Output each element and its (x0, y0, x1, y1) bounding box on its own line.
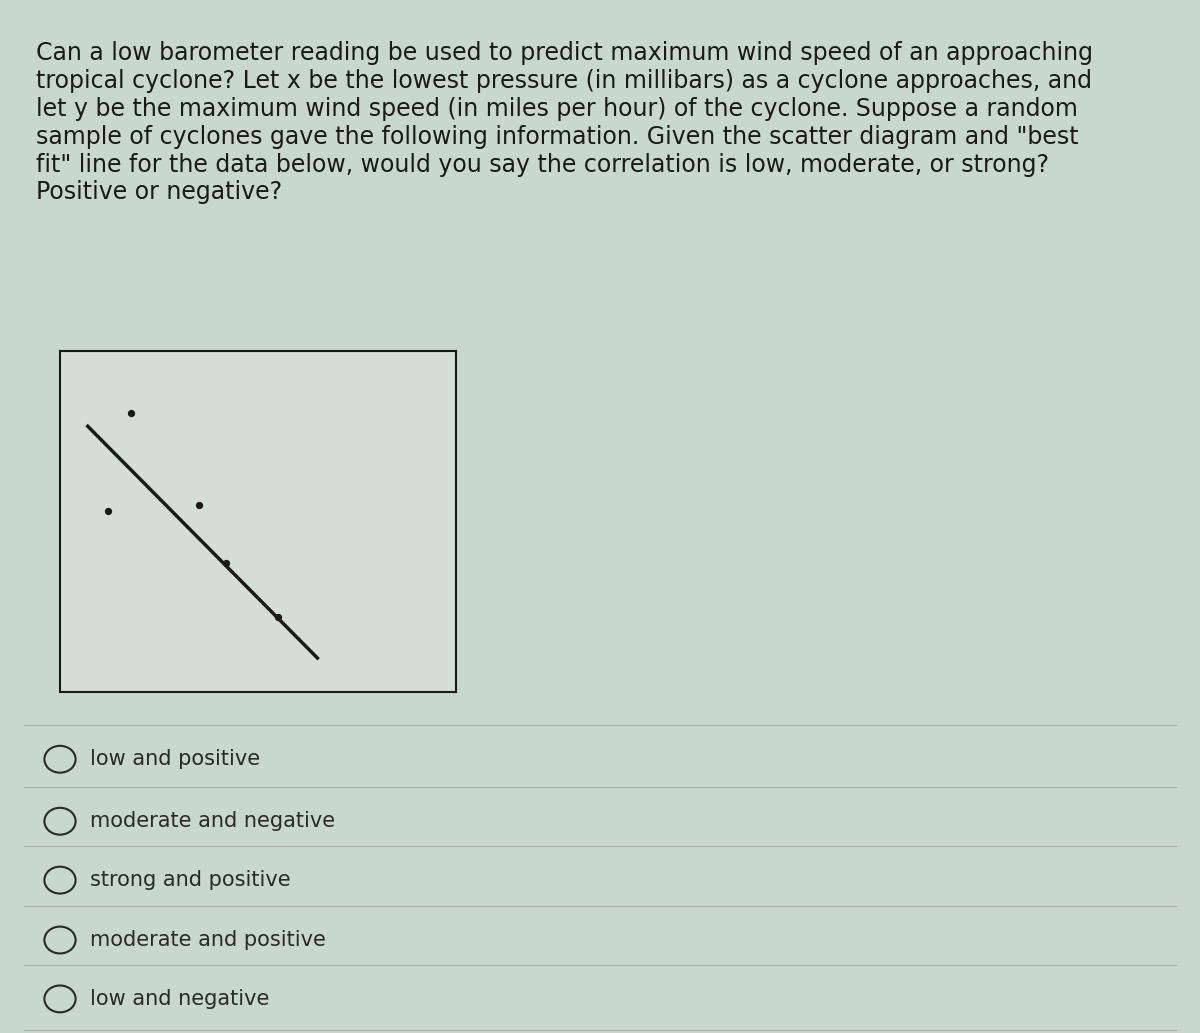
Point (121, 404, 140, 420)
Text: strong and positive: strong and positive (90, 870, 290, 890)
Point (98, 503, 118, 520)
Point (217, 555, 236, 571)
Text: low and negative: low and negative (90, 989, 269, 1009)
Text: Can a low barometer reading be used to predict maximum wind speed of an approach: Can a low barometer reading be used to p… (36, 41, 1093, 205)
Text: moderate and positive: moderate and positive (90, 930, 326, 950)
Text: moderate and negative: moderate and negative (90, 811, 335, 832)
Text: low and positive: low and positive (90, 749, 260, 770)
Point (190, 496, 209, 512)
Point (269, 608, 288, 625)
